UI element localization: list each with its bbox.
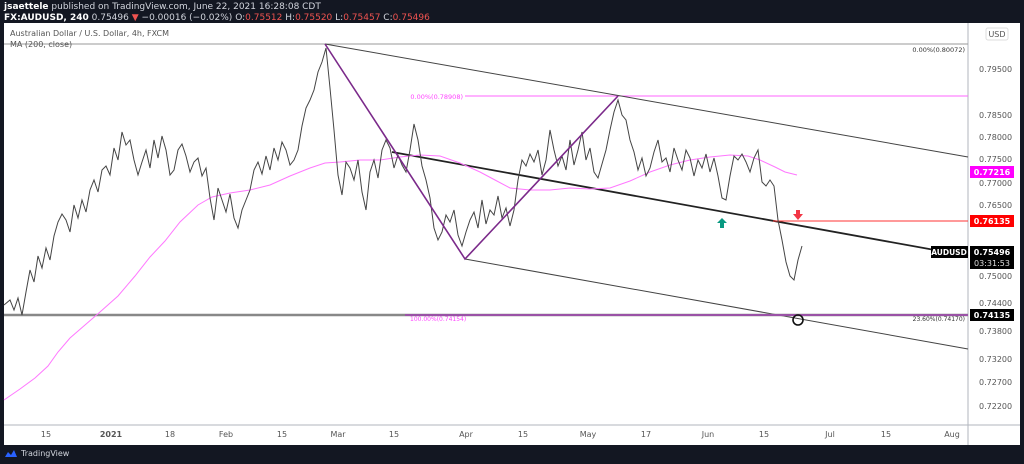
open-value: 0.75512 bbox=[245, 13, 283, 23]
target-circle-icon[interactable] bbox=[792, 314, 804, 326]
close-value: 0.75496 bbox=[392, 13, 430, 23]
price-tick: 0.75000 bbox=[979, 272, 1012, 281]
time-tick: 15 bbox=[389, 430, 399, 439]
tradingview-cloud-icon bbox=[5, 450, 17, 457]
published-text: published on TradingView.com, June 22, 2… bbox=[51, 2, 321, 12]
price-tick: 0.77500 bbox=[979, 155, 1012, 164]
price-tick: 0.76500 bbox=[979, 201, 1012, 210]
price-tick: 0.72200 bbox=[979, 402, 1012, 411]
indicator-label[interactable]: MA (200, close) bbox=[10, 40, 73, 49]
low-label: L: bbox=[335, 13, 344, 23]
price-tick: 0.77000 bbox=[979, 179, 1012, 188]
publish-info: jsaettele published on TradingView.com, … bbox=[4, 2, 321, 12]
open-label: O: bbox=[235, 13, 246, 23]
resistance-arrow-down-icon bbox=[793, 210, 803, 220]
svg-text:0.76135: 0.76135 bbox=[974, 217, 1011, 226]
chart-title: Australian Dollar / U.S. Dollar, 4h, FXC… bbox=[10, 29, 170, 38]
high-label: H: bbox=[285, 13, 296, 23]
symbol: FX:AUDUSD, 240 bbox=[4, 13, 89, 23]
time-tick: May bbox=[580, 430, 597, 439]
channel-lower-line[interactable] bbox=[464, 258, 969, 350]
time-axis[interactable]: 15 2021 18 Feb 15 Mar 15 Apr 15 May 17 J… bbox=[41, 430, 960, 439]
price-tick: 0.73200 bbox=[979, 355, 1012, 364]
time-tick: Jun bbox=[701, 430, 715, 439]
bar-countdown: 03:31:53 bbox=[974, 259, 1010, 268]
time-tick: Apr bbox=[459, 430, 474, 439]
low-value: 0.75457 bbox=[343, 13, 381, 23]
price-axis[interactable]: 0.79500 0.78500 0.78000 0.77500 0.77000 … bbox=[979, 65, 1012, 411]
footer: TradingView bbox=[0, 445, 1024, 464]
publisher-name[interactable]: jsaettele bbox=[4, 2, 49, 12]
time-tick: 15 bbox=[41, 430, 51, 439]
ma-price-label bbox=[970, 166, 1014, 178]
time-tick: 15 bbox=[277, 430, 287, 439]
price-tick: 0.78500 bbox=[979, 111, 1012, 120]
support-arrow-up-icon bbox=[717, 218, 727, 228]
svg-text:AUDUSD: AUDUSD bbox=[931, 248, 967, 257]
time-tick: 15 bbox=[518, 430, 528, 439]
fib-low-left-label: 100.00%(0.74154) bbox=[410, 316, 466, 323]
last-price-label bbox=[970, 246, 1014, 269]
ohlc-line: FX:AUDUSD, 240 0.75496 ▼ −0.00016 (−0.02… bbox=[4, 13, 430, 23]
time-tick: 2021 bbox=[100, 430, 123, 439]
currency-badge[interactable] bbox=[985, 27, 1009, 41]
channel-median-line[interactable] bbox=[391, 151, 969, 257]
pattern-zigzag[interactable] bbox=[324, 43, 619, 261]
brand-name: TradingView bbox=[21, 449, 70, 458]
fib-mid-label: 0.00%(0.78908) bbox=[410, 93, 463, 101]
high-value: 0.75520 bbox=[295, 13, 333, 23]
time-tick: 15 bbox=[881, 430, 891, 439]
time-tick: Feb bbox=[219, 430, 233, 439]
change: −0.00016 (−0.02%) bbox=[141, 13, 233, 23]
symbol-tag bbox=[931, 246, 968, 258]
price-tick: 0.73800 bbox=[979, 327, 1012, 336]
price-series bbox=[3, 47, 803, 316]
time-tick: Aug bbox=[944, 430, 960, 439]
horizontal-price-label bbox=[970, 309, 1014, 321]
fib-top-label: 0.00%(0.80072) bbox=[912, 46, 965, 54]
fib-low-right-label: 23.60%(0.74170) bbox=[913, 316, 965, 323]
resistance-price-label bbox=[970, 215, 1014, 227]
channel-upper-line[interactable] bbox=[324, 43, 969, 158]
time-tick: 17 bbox=[641, 430, 651, 439]
svg-text:0.77216: 0.77216 bbox=[974, 168, 1011, 177]
close-label: C: bbox=[383, 13, 393, 23]
ma-200-line bbox=[3, 154, 798, 401]
price-tick: 0.74400 bbox=[979, 299, 1012, 308]
price-tick: 0.79500 bbox=[979, 65, 1012, 74]
last-price: 0.75496 bbox=[91, 13, 129, 23]
chart-legend: Australian Dollar / U.S. Dollar, 4h, FXC… bbox=[10, 28, 169, 50]
time-tick: Mar bbox=[330, 430, 346, 439]
price-tick: 0.72700 bbox=[979, 378, 1012, 387]
down-triangle-icon: ▼ bbox=[131, 13, 139, 23]
price-tick: 0.78000 bbox=[979, 133, 1012, 142]
tradingview-logo[interactable]: TradingView bbox=[4, 449, 69, 458]
svg-text:0.74135: 0.74135 bbox=[974, 311, 1011, 320]
currency-label: USD bbox=[988, 30, 1005, 39]
time-tick: 18 bbox=[165, 430, 175, 439]
time-tick: 15 bbox=[759, 430, 769, 439]
svg-text:0.75496: 0.75496 bbox=[974, 248, 1011, 257]
time-tick: Jul bbox=[824, 430, 835, 439]
